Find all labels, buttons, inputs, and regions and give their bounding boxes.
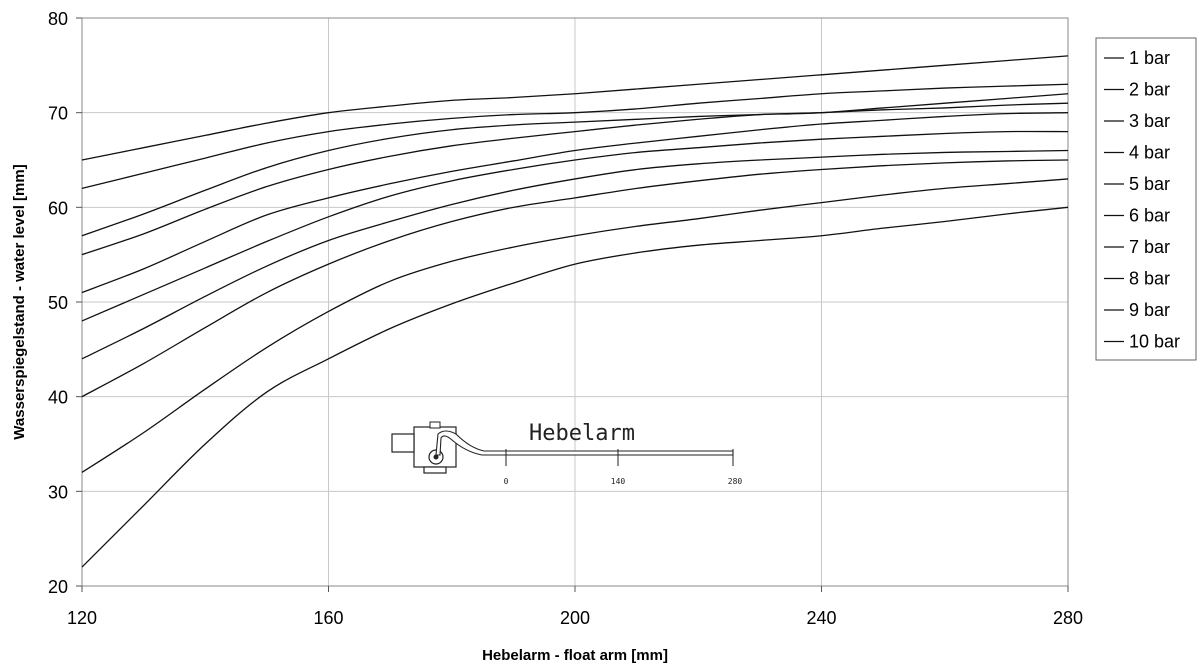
x-tick-label: 280 xyxy=(1053,608,1083,628)
float-arm-diagram: Hebelarm 0 140 280 xyxy=(392,421,742,486)
y-tick-label: 40 xyxy=(48,388,68,408)
y-tick-label: 70 xyxy=(48,104,68,124)
legend-label: 9 bar xyxy=(1129,300,1170,320)
legend-label: 10 bar xyxy=(1129,332,1180,352)
legend-label: 8 bar xyxy=(1129,269,1170,289)
x-axis-title: Hebelarm - float arm [mm] xyxy=(482,647,668,664)
legend-label: 1 bar xyxy=(1129,48,1170,68)
x-tick-label: 160 xyxy=(313,608,343,628)
y-tick-label: 50 xyxy=(48,293,68,313)
scale-label-140: 140 xyxy=(611,477,626,486)
grid-lines xyxy=(82,18,1068,586)
x-tick-label: 200 xyxy=(560,608,590,628)
y-tick-label: 60 xyxy=(48,198,68,218)
legend-label: 5 bar xyxy=(1129,174,1170,194)
y-tick-label: 80 xyxy=(48,9,68,29)
valve-inlet xyxy=(392,434,414,452)
x-tick-label: 240 xyxy=(806,608,836,628)
x-tick-label: 120 xyxy=(67,608,97,628)
scale-label-0: 0 xyxy=(504,477,509,486)
legend-label: 4 bar xyxy=(1129,143,1170,163)
y-tick-label: 20 xyxy=(48,577,68,597)
valve-base xyxy=(424,467,446,473)
legend-label: 7 bar xyxy=(1129,237,1170,257)
scale-label-280: 280 xyxy=(728,477,743,486)
legend: 1 bar 2 bar 3 bar 4 bar 5 bar 6 bar 7 bar 8 bar… xyxy=(1096,38,1196,360)
tick-labels: 120 160 200 240 280 20 30 40 50 60 70 80 xyxy=(48,9,1083,628)
legend-label: 3 bar xyxy=(1129,111,1170,131)
legend-label: 6 bar xyxy=(1129,206,1170,226)
y-axis-title: Wasserspiegelstand - water level [mm] xyxy=(11,164,28,439)
y-tick-label: 30 xyxy=(48,482,68,502)
valve-cap xyxy=(430,422,440,428)
legend-label: 2 bar xyxy=(1129,80,1170,100)
inset-title: Hebelarm xyxy=(529,421,635,446)
